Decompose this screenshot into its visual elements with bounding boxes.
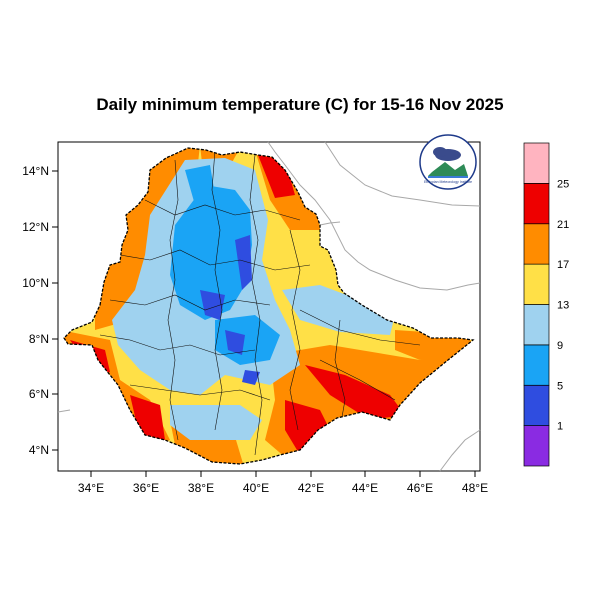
lon-tick: 46°E (407, 481, 433, 495)
legend-swatch (523, 425, 550, 467)
legend-swatch (523, 183, 550, 225)
legend-swatch (523, 344, 550, 386)
map-title: Daily minimum temperature (C) for 15-16 … (96, 95, 504, 114)
lat-axis: 14°N 12°N 10°N 8°N 6°N 4°N (22, 164, 58, 457)
logo-label: Ethiopian Meteorology Institute (424, 180, 472, 184)
lon-tick: 48°E (462, 481, 488, 495)
legend-swatch (523, 263, 550, 305)
lon-tick: 42°E (298, 481, 324, 495)
legend-label: 17 (557, 259, 569, 271)
legend-swatch (523, 384, 550, 426)
country-outline (63, 147, 475, 465)
legend-swatch (523, 304, 550, 346)
legend-label: 25 (557, 178, 569, 190)
lat-tick: 4°N (29, 443, 49, 457)
neighbour-boundaries (57, 141, 481, 472)
legend-swatch (523, 223, 550, 265)
legend-label: 21 (557, 219, 569, 231)
admin-boundaries (99, 149, 421, 456)
lon-tick: 34°E (78, 481, 104, 495)
lon-tick: 40°E (243, 481, 269, 495)
legend-swatch (523, 142, 550, 184)
lon-tick: 44°E (352, 481, 378, 495)
legend-label: 9 (557, 340, 563, 352)
meteorology-logo: Ethiopian Meteorology Institute (419, 134, 477, 190)
lat-tick: 6°N (29, 387, 49, 401)
legend-colorbar (523, 142, 550, 467)
legend-label: 13 (557, 300, 569, 312)
legend-label: 5 (557, 380, 563, 392)
lat-tick: 14°N (22, 164, 49, 178)
lat-tick: 12°N (22, 220, 49, 234)
lon-axis: 34°E 36°E 38°E 40°E 42°E 44°E 46°E 48°E (78, 471, 488, 495)
lon-tick: 38°E (188, 481, 214, 495)
legend-label: 1 (557, 421, 563, 433)
lon-tick: 36°E (133, 481, 159, 495)
lat-tick: 8°N (29, 332, 49, 346)
legend-labels: 1 5 9 13 17 21 25 (557, 178, 569, 432)
lat-tick: 10°N (22, 276, 49, 290)
